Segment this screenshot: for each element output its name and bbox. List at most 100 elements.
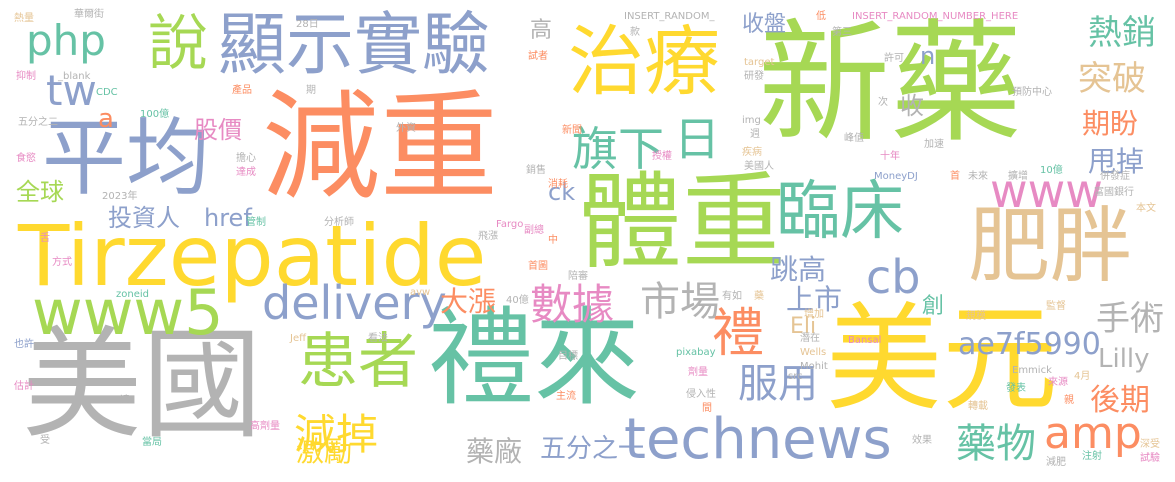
word-peishen: 陪審 [568,271,588,282]
word-yaowu: 藥物 [956,421,1036,467]
word-chuang: 創 [922,294,945,319]
word-zhong: 中 [548,235,558,246]
word-yizhi: 抑制 [16,71,36,82]
word-fangshi: 方式 [52,257,72,268]
word-tizhong: 體重 [578,161,787,283]
word-xinyao: 新藥 [758,7,1022,161]
word-rexiao: 熱銷 [1088,13,1156,53]
word-fuyong: 服用 [738,361,818,407]
word-shichang: 市場 [640,279,720,325]
word-zhuliu: 主流 [556,391,576,402]
word-shoupan: 收盤 [742,12,787,37]
word-pingjun: 平均 [42,109,211,207]
word-jiasu: 加速 [924,139,944,150]
word-xinwen: 新聞 [562,125,582,136]
word-tupo: 突破 [1078,59,1146,99]
word-gujia: 股價 [194,116,242,144]
word-jiliang: 劑量 [688,367,708,378]
word-laiyuan: 來源 [1048,377,1068,388]
word-danxin: 擔心 [236,153,256,164]
word-shuaidiao: 甩掉 [1088,145,1145,178]
word-n: n [920,42,936,70]
word-xiaoshou: 銷售 [526,165,546,176]
word-di: 低 [816,11,826,22]
word-dangju: 當局 [142,437,162,448]
word-shiyan2: 試驗 [1140,453,1160,464]
word-xiaoguo: 效果 [912,435,932,446]
word-shou: 收 [900,92,924,120]
word-qi: 期 [306,85,316,96]
word-src: src [788,371,803,382]
word-yanfa: 研發 [744,71,764,82]
word-qin: 親 [1064,395,1074,406]
word-shoutu: 首圖 [528,261,548,272]
word-feipang: 肥胖 [968,199,1133,294]
word-cdc: CDC [96,87,118,98]
word-qipan: 期盼 [1082,107,1139,140]
word-guji: 估計 [14,381,34,392]
word-php: php [26,16,106,65]
word-shangshi: 上市 [786,283,843,316]
word-quanqiu: 全球 [16,178,64,206]
word-technews: technews [624,407,892,472]
word-fabiao: 發表 [1006,383,1026,394]
word-reliang: 熱量 [14,13,34,24]
word-insert-random: INSERT_RANDOM_ [624,11,715,22]
word-disan: 第三 [832,27,852,38]
word-meiyuan: 美元 [826,292,1058,427]
word-xuke: 許可 [884,53,904,64]
word-yufang-zhongxin: 預防中心 [1012,87,1052,98]
word-dacheng: 達成 [236,167,256,178]
word-avw: avw [410,287,431,298]
word-jiandiao: 減掉 [294,410,379,459]
word-tw: tw [46,66,97,115]
word-eli: Eli [790,314,817,339]
word-houqi: 後期 [1090,383,1150,418]
word-ri: 日 [674,112,720,166]
word-yexu: 也許 [14,339,34,350]
word-shou2: 受 [40,435,50,446]
word-guanzhi: 管制 [246,217,266,228]
word-ae7f5990: ae7f5990 [958,327,1101,362]
word-kanfa: 看法 [368,333,388,344]
word-benwen: 本文 [1136,203,1156,214]
word-zhushe: 注射 [1082,451,1102,462]
word-jili: 激勵 [296,435,353,468]
word-qixia: 旗下 [572,122,664,176]
word-bansal: Bansal [848,335,882,346]
word-meiguo: 美國 [22,316,262,455]
word-tiaogao: 跳高 [770,253,827,286]
word-pixabay: pixabay [676,347,716,358]
word-li: 禮 [712,304,765,364]
word-delivery: delivery [262,276,447,330]
word-dazhang: 大漲 [440,285,497,318]
word-linchuang: 臨床 [776,175,904,249]
word-fargo: Fargo [496,219,524,230]
word-zoneid: zoneid [116,289,149,300]
word-jian: 間 [702,403,712,414]
word-shiyu: 食慾 [16,153,36,164]
word-100yi: 100億 [140,109,170,120]
word-guimo: 規模 [966,311,986,322]
word-she: 舌 [40,233,50,244]
word-shinian: 十年 [880,151,900,162]
word-10yi: 10億 [1040,165,1063,176]
word-waizi: 外資 [396,123,416,134]
word-fenxishi: 分析師 [324,217,354,228]
word-www5: www5 [32,276,224,349]
word-meiguoren: 美國人 [744,161,774,172]
word-jibing: 疾病 [742,147,762,158]
word-mubiao: 目標 [558,351,578,362]
word-xianshi-shiyan: 顯示實驗 [218,6,491,85]
word-kuozeng: 擴增 [1008,171,1028,182]
word-qinruxing: 侵入性 [686,389,716,400]
word-zhou: 週 [750,129,760,140]
word-shenshou: 深受 [1140,439,1160,450]
word-shoushu: 手術 [1096,299,1164,339]
word-amp: amp [1044,408,1142,459]
word-yao: 藥 [754,291,764,302]
word-huanzhe: 患者 [298,327,418,397]
word-2023nian: 2023年 [102,191,138,202]
word-yaochang: 藥廠 [466,435,523,468]
word-shuju: 數據 [530,280,615,329]
